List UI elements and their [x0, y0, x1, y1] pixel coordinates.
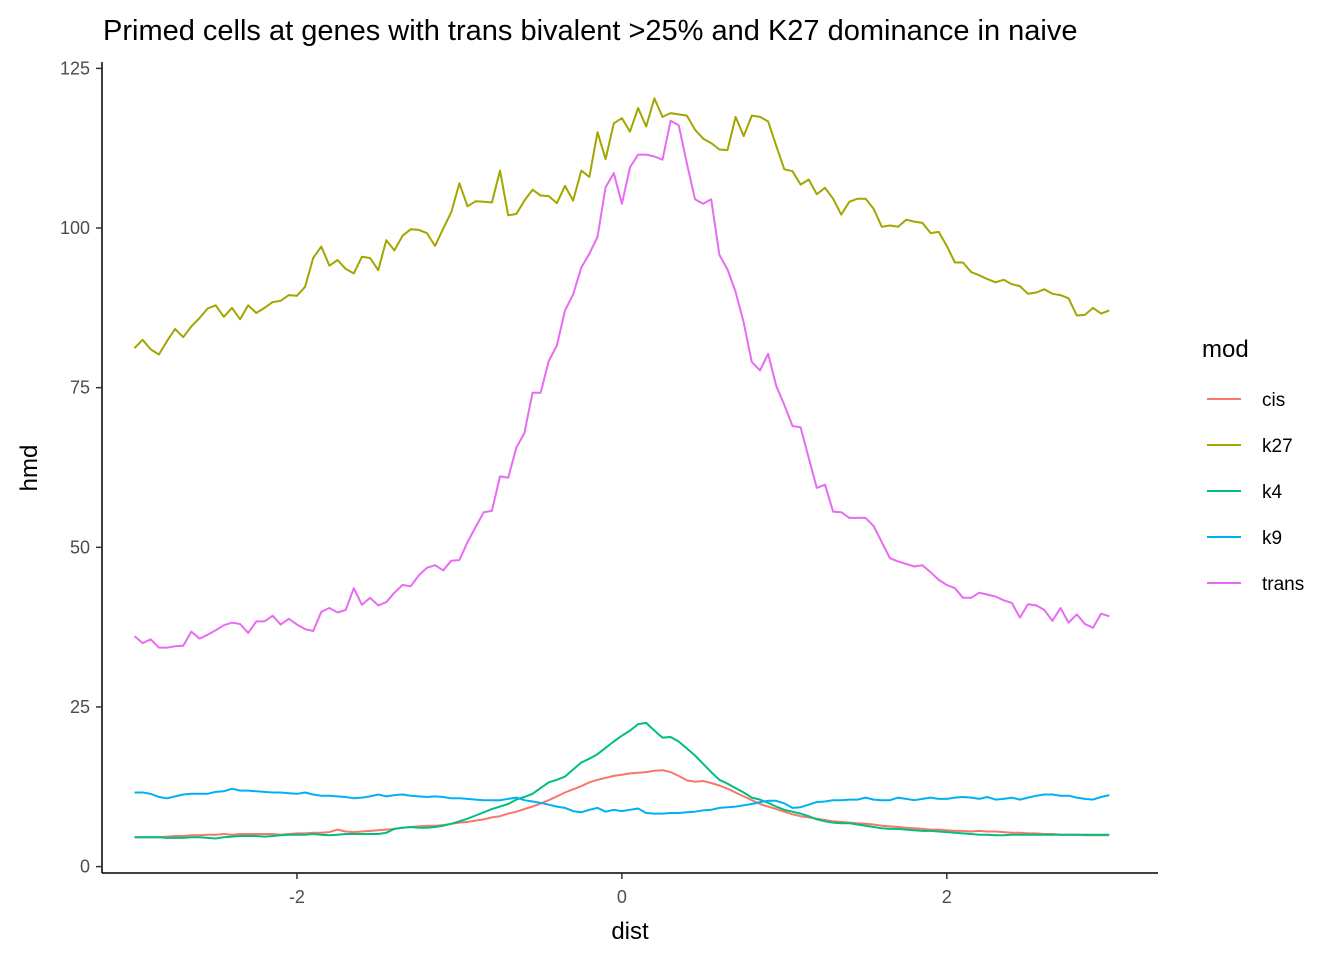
- y-tick-label: 125: [60, 58, 90, 78]
- legend-items: cis k27 k4 k9 trans: [1207, 390, 1304, 595]
- legend-label: trans: [1262, 574, 1304, 595]
- y-tick-label: 25: [70, 697, 90, 717]
- legend-title: mod: [1202, 336, 1249, 363]
- x-tick-label: 0: [617, 887, 627, 907]
- legend-item-trans: trans: [1207, 574, 1304, 595]
- y-tick-label: 100: [60, 218, 90, 238]
- legend-label: k27: [1262, 436, 1293, 457]
- x-tick-label: 2: [942, 887, 952, 907]
- legend-label: cis: [1262, 390, 1285, 411]
- y-axis-title: hmd: [16, 445, 43, 492]
- legend-item-k4: k4: [1207, 482, 1283, 503]
- legend-label: k9: [1262, 528, 1282, 549]
- series-line-trans: [133, 119, 1110, 649]
- y-tick-label: 50: [70, 537, 90, 557]
- y-axis-ticks: 0 25 50 75 100 125: [60, 58, 102, 877]
- y-tick-label: 0: [80, 857, 90, 877]
- chart-title: Primed cells at genes with trans bivalen…: [103, 15, 1078, 47]
- legend: mod cis k27 k4 k9 trans: [1202, 336, 1304, 595]
- series-line-k4: [134, 721, 1110, 840]
- x-axis-title: dist: [611, 918, 649, 945]
- series-line-k9: [134, 787, 1110, 815]
- series-line-cis: [134, 769, 1110, 839]
- legend-item-cis: cis: [1207, 390, 1285, 411]
- legend-item-k27: k27: [1207, 436, 1293, 457]
- y-tick-label: 75: [70, 378, 90, 398]
- legend-label: k4: [1262, 482, 1283, 503]
- series-line-k27: [133, 97, 1110, 356]
- legend-item-k9: k9: [1207, 528, 1282, 549]
- x-tick-label: -2: [289, 887, 305, 907]
- plot-area: [133, 97, 1110, 840]
- x-axis-ticks: -2 0 2: [289, 873, 952, 907]
